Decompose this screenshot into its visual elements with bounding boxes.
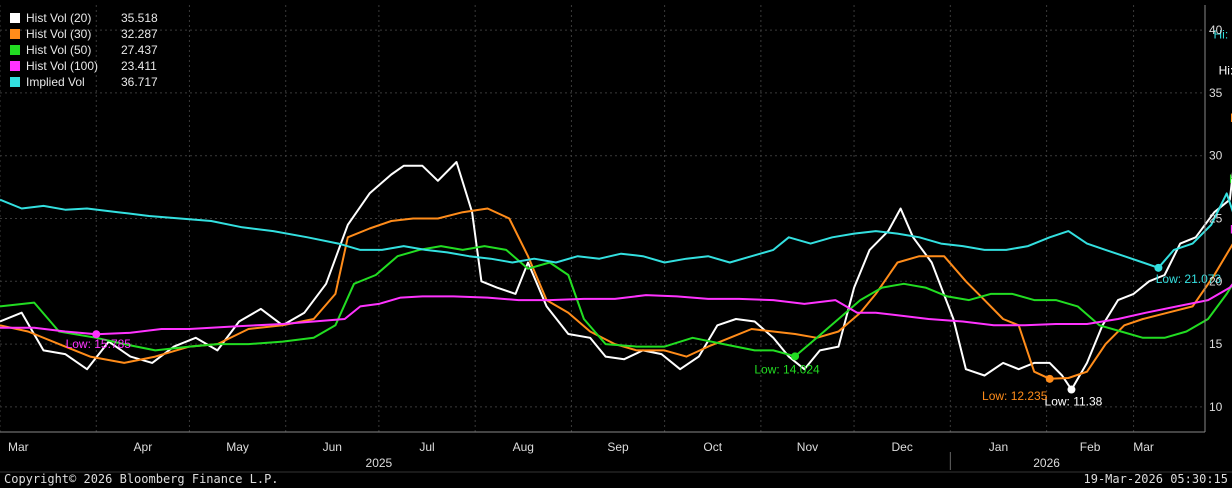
x-tick-label: Sep — [607, 440, 629, 454]
y-tick-label: 30 — [1209, 149, 1223, 163]
low-marker-3 — [92, 330, 101, 339]
hi-label-2: Hi: 27.437 — [1229, 172, 1232, 186]
hi-low-annotations: Hi: 36.155 Low: 11.38 Hi: 32.287 Low: 12.23… — [66, 27, 1232, 408]
hi-label-3: Hi: 23.411 — [1230, 222, 1232, 236]
legend-series-name: Hist Vol (50) — [26, 43, 92, 57]
legend-series-value: 23.411 — [121, 59, 157, 73]
x-tick-label: Feb — [1080, 440, 1101, 454]
timestamp-text: 19-Mar-2026 05:30:15 — [1083, 472, 1229, 486]
x-tick-label: Aug — [513, 440, 534, 454]
legend: Hist Vol (20) 35.518 Hist Vol (30) 32.287 Hi… — [10, 10, 158, 90]
x-tick-label: Oct — [703, 440, 722, 454]
legend-item: Hist Vol (100) 23.411 — [10, 58, 158, 74]
y-tick-label: 10 — [1209, 400, 1223, 414]
legend-series-value: 36.717 — [121, 75, 158, 89]
series-line-0 — [0, 161, 1232, 391]
x-tick-label: Apr — [134, 440, 153, 454]
legend-swatch — [10, 77, 20, 87]
series-line-4 — [0, 192, 1232, 269]
legend-item: Hist Vol (30) 32.287 — [10, 26, 158, 42]
y-tick-label: 15 — [1209, 337, 1223, 351]
y-tick-label: 35 — [1209, 86, 1223, 100]
hi-label-1: Hi: 32.287 — [1230, 111, 1232, 125]
x-tick-label: May — [226, 440, 249, 454]
x-tick-label: Mar — [1133, 440, 1154, 454]
x-tick-label: Jun — [323, 440, 342, 454]
legend-swatch — [10, 29, 20, 39]
y-tick-label: 40 — [1209, 23, 1223, 37]
legend-swatch — [10, 61, 20, 71]
series-lines — [0, 161, 1232, 391]
year-label: 2026 — [1033, 456, 1060, 470]
y-tick-label: 20 — [1209, 274, 1223, 288]
hi-label-0: Hi: 36.155 — [1219, 63, 1232, 77]
low-marker-4 — [1154, 263, 1163, 272]
x-tick-label: Mar — [8, 440, 29, 454]
low-marker-0 — [1067, 385, 1076, 394]
legend-series-name: Hist Vol (100) — [26, 59, 99, 73]
year-label: 2025 — [366, 456, 393, 470]
legend-item: Hist Vol (20) 35.518 — [10, 10, 158, 26]
x-tick-label: Jul — [419, 440, 434, 454]
series-line-1 — [0, 207, 1232, 380]
legend-series-value: 27.437 — [121, 43, 158, 57]
legend-item: Hist Vol (50) 27.437 — [10, 42, 158, 58]
series-line-2 — [0, 245, 1232, 358]
low-label-0: Low: 11.38 — [1045, 395, 1103, 409]
low-label-2: Low: 14.024 — [754, 362, 820, 376]
low-label-3: Low: 15.785 — [66, 337, 132, 351]
hi-label-4: Hi: 38.704 — [1214, 27, 1232, 41]
grid — [0, 5, 1205, 432]
series-line-3 — [0, 283, 1232, 336]
low-label-1: Low: 12.235 — [982, 389, 1048, 403]
legend-series-value: 35.518 — [121, 11, 158, 25]
legend-series-name: Implied Vol — [26, 75, 85, 89]
legend-item: Implied Vol 36.717 — [10, 74, 158, 90]
low-marker-1 — [1045, 374, 1054, 383]
x-tick-label: Nov — [797, 440, 818, 454]
x-tick-label: Dec — [892, 440, 913, 454]
legend-series-value: 32.287 — [121, 27, 158, 41]
legend-series-name: Hist Vol (30) — [26, 27, 92, 41]
x-tick-label: Jan — [989, 440, 1008, 454]
legend-swatch — [10, 45, 20, 55]
low-marker-2 — [791, 352, 800, 361]
copyright-text: Copyright© 2026 Bloomberg Finance L.P. — [4, 472, 279, 486]
legend-swatch — [10, 13, 20, 23]
y-tick-label: 25 — [1209, 212, 1223, 226]
legend-series-name: Hist Vol (20) — [26, 11, 92, 25]
